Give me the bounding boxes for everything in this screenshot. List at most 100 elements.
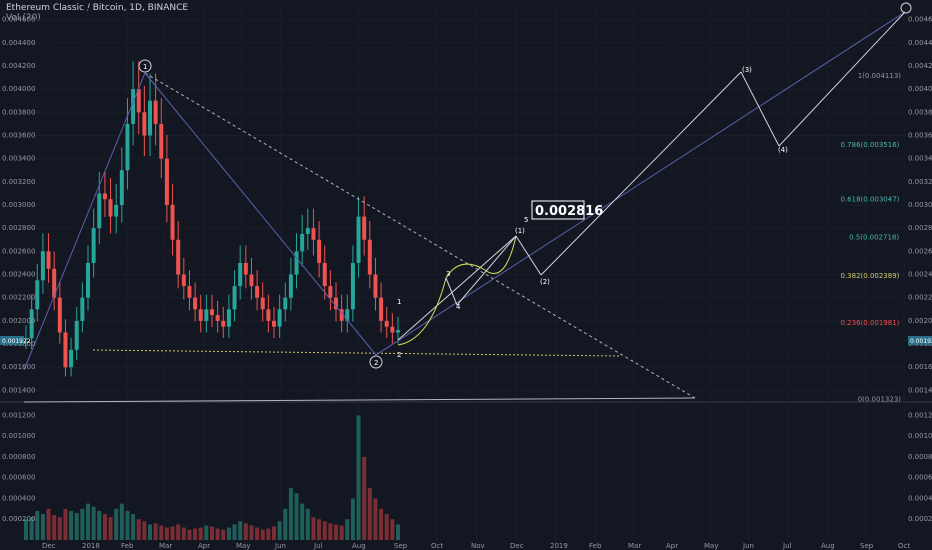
volume-bar	[80, 508, 85, 540]
y-tick-label-left: 0.003400	[2, 155, 35, 163]
volume-bar	[108, 517, 113, 540]
y-tick-label-right: 0.002000	[908, 317, 932, 325]
volume-series	[24, 415, 400, 540]
wave-2-marker	[369, 355, 383, 369]
y-tick-label-left: 0.003600	[2, 131, 35, 139]
y-tick-label-left: 0.004200	[2, 62, 35, 70]
price-callout: 0.002816	[531, 200, 603, 220]
volume-bar	[249, 525, 254, 540]
x-tick-label: Aug	[352, 542, 366, 550]
y-tick-label-left: 0.003200	[2, 178, 35, 186]
volume-bar	[328, 523, 333, 540]
candle-body	[159, 123, 164, 159]
candle-body	[187, 286, 192, 298]
y-tick-label-left: 0.002200	[2, 294, 35, 302]
candle-body	[249, 274, 254, 287]
y-tick-label-right: 0.002600	[908, 247, 932, 255]
candle-body	[119, 170, 124, 205]
volume-bar	[131, 514, 136, 540]
y-tick-label-right: 0.002200	[908, 294, 932, 302]
y-tick-label-right: 0.003200	[908, 178, 932, 186]
volume-bar	[63, 508, 68, 540]
projection-wave-segment	[397, 235, 517, 341]
candle-body	[294, 251, 299, 275]
volume-bar	[334, 524, 338, 540]
wave-label: (3)	[742, 66, 752, 74]
volume-bar	[266, 528, 271, 540]
volume-bar	[102, 514, 107, 540]
volume-bar	[35, 510, 40, 540]
x-tick-label: Oct	[898, 542, 910, 550]
x-tick-label: Feb	[121, 542, 134, 550]
fib-level-label: 0.382(0.002389)	[841, 272, 900, 280]
y-tick-label-left: 0.001600	[2, 363, 35, 371]
x-tick-label: 2018	[82, 542, 100, 550]
candle-body	[86, 262, 90, 298]
wave-label: (4)	[778, 146, 788, 154]
volume-bar	[350, 498, 355, 540]
candle-body	[97, 193, 102, 229]
volume-bar	[29, 517, 34, 540]
candlestick-series	[24, 61, 400, 377]
candle-body	[198, 309, 203, 321]
volume-bar	[114, 508, 119, 540]
y-tick-label-left: 0.004400	[2, 39, 35, 47]
volume-bar	[69, 510, 74, 540]
x-tick-label: Mar	[159, 542, 172, 550]
candle-body	[52, 268, 57, 298]
x-tick-label: Apr	[198, 542, 210, 550]
volume-bar	[24, 519, 28, 540]
x-tick-label: Jul	[782, 542, 792, 550]
price-callout-text: 0.002816	[535, 204, 603, 219]
candle-body	[153, 100, 158, 124]
volume-bar	[142, 521, 147, 540]
volume-bar	[164, 527, 169, 540]
fib-level-label: 0.5(0.002718)	[849, 234, 899, 242]
wave-label: 3	[446, 270, 450, 278]
candle-body	[390, 326, 395, 333]
y-tick-label-right: 0.004400	[908, 39, 932, 47]
projection-wave-segment	[778, 11, 906, 147]
fib-level-label: 0.618(0.003047)	[841, 196, 900, 204]
volume-bar	[125, 510, 130, 540]
candle-body	[40, 251, 45, 281]
candle-body	[136, 89, 141, 113]
candle-body	[125, 123, 130, 171]
candle-body	[362, 216, 367, 240]
wave-label: 5	[524, 216, 528, 224]
candle-body	[102, 193, 107, 200]
x-tick-label: Jun	[742, 542, 754, 550]
y-tick-label-left: 0.004600	[2, 16, 35, 24]
candle-body	[260, 297, 265, 310]
y-tick-label-left: 0.002600	[2, 247, 35, 255]
volume-bar	[57, 517, 62, 540]
volume-bar	[187, 529, 192, 540]
candle-body	[193, 297, 198, 310]
projection-wave-segment	[515, 235, 542, 276]
candle-body	[384, 320, 389, 327]
volume-bar	[181, 527, 186, 540]
y-tick-label-right: 0.001600	[908, 363, 932, 371]
candle-body	[356, 216, 361, 263]
wave-label: 4	[456, 303, 461, 311]
wave-label: (1)	[515, 227, 525, 235]
volume-bar	[232, 524, 237, 540]
volume-bar	[40, 514, 45, 540]
volume-bar	[215, 528, 220, 540]
candle-body	[350, 262, 355, 310]
candle-body	[339, 309, 344, 321]
volume-bar	[356, 415, 361, 540]
x-tick-label: Nov	[471, 542, 485, 550]
candle-body	[311, 228, 316, 240]
subwave-segment	[445, 277, 458, 306]
vol-tick-label-right: 0.000400	[908, 494, 932, 502]
candle-body	[283, 297, 288, 310]
volume-bar	[52, 515, 57, 540]
x-tick-label: Sep	[860, 542, 874, 550]
volume-bar	[136, 519, 141, 540]
y-tick-label-left: 0.002800	[2, 224, 35, 232]
symbol-title: Ethereum Classic / Bitcoin, 1D, BINANCE	[6, 3, 189, 13]
candle-body	[131, 89, 136, 124]
volume-bar	[294, 493, 299, 540]
